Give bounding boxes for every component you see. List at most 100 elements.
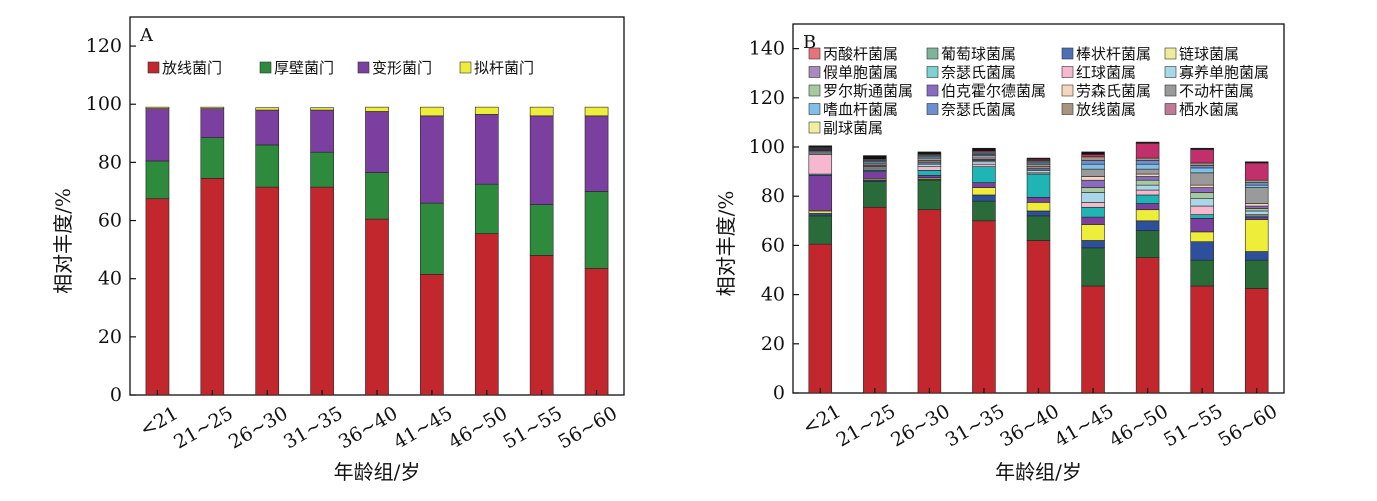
bar-segment: [1135, 173, 1160, 177]
bar-segment: [1135, 176, 1160, 181]
bar-segment: [255, 144, 280, 188]
legend-label: 奈瑟氏菌属: [941, 101, 1016, 119]
bar-segment: [1081, 176, 1105, 181]
bar-segment: [917, 163, 942, 167]
bar-segment: [972, 187, 996, 196]
bar-segment: [1081, 216, 1105, 225]
bar-segment: [1135, 209, 1160, 222]
legend-label: 不动杆菌属: [1179, 82, 1254, 100]
legend-label: 丙酸杆菌属: [823, 45, 898, 63]
legend-swatch: [808, 47, 821, 60]
bar-segment: [1244, 216, 1269, 220]
bar-segment: [1135, 203, 1160, 211]
bar-segment: [529, 106, 554, 117]
bar-segment: [972, 220, 996, 394]
y-tick-label: 100: [86, 93, 122, 115]
x-tick-label: 51~55: [499, 402, 566, 453]
bar-segment: [917, 174, 942, 179]
y-tick-label: 60: [98, 210, 122, 232]
bar-segment: [1026, 240, 1051, 394]
bar-segment: [917, 209, 942, 394]
bar-segment: [917, 157, 942, 161]
bar-segment: [420, 106, 444, 117]
y-axis-label: 相对丰度/%: [51, 188, 75, 294]
bar-segment: [145, 108, 170, 162]
bar-segment: [1026, 163, 1051, 167]
bar-segment: [1190, 198, 1214, 207]
y-tick-label: 100: [749, 136, 785, 158]
bar-segment: [917, 179, 942, 211]
legend-label: 红球菌属: [1076, 64, 1136, 82]
legend-label: 寡养单胞菌属: [1179, 64, 1269, 82]
bar-segment: [1135, 257, 1160, 394]
legend-swatch: [1061, 66, 1074, 78]
panel-label: A: [139, 25, 154, 46]
legend-label: 假单胞菌属: [823, 64, 898, 82]
bar-segment: [1135, 189, 1160, 196]
legend-label: 变形菌门: [372, 59, 432, 77]
y-tick-label: 0: [773, 382, 785, 404]
legend-swatch: [1164, 103, 1177, 115]
bar-segment: [1190, 172, 1214, 186]
bar-segment: [200, 108, 225, 138]
legend-label: 伯克霍尔德菌属: [941, 82, 1046, 100]
bar-segment: [1026, 215, 1051, 241]
bar-segment: [1135, 141, 1160, 144]
bar-segment: [863, 155, 887, 160]
y-tick-label: 80: [761, 185, 785, 207]
bar-segment: [1081, 202, 1105, 208]
legend-swatch: [1164, 66, 1177, 78]
bar-segment: [1244, 187, 1269, 204]
bar-segment: [1244, 184, 1269, 188]
bar-segment: [1135, 230, 1160, 258]
bar-segment: [808, 174, 833, 212]
y-tick-label: 20: [761, 333, 785, 355]
legend-swatch: [459, 61, 472, 74]
bar-segment: [1244, 182, 1269, 186]
bar-segment: [1190, 165, 1214, 169]
bar-segment: [310, 109, 334, 153]
legend-label: 罗尔斯通菌属: [823, 82, 913, 100]
x-tick-label: 56~60: [554, 402, 621, 453]
bar-segment: [145, 198, 170, 396]
y-axis-label: 相对丰度/%: [714, 191, 738, 297]
bar-segment: [1244, 251, 1269, 261]
bar-segment: [1190, 241, 1214, 261]
bar-segment: [420, 202, 444, 275]
legend-swatch: [1164, 84, 1177, 97]
bar-segment: [365, 218, 389, 396]
bar-segment: [808, 213, 833, 217]
y-tick-label: 120: [86, 35, 122, 57]
legend-swatch: [357, 61, 370, 74]
legend-swatch: [259, 61, 272, 74]
bar-segment: [310, 186, 334, 396]
legend-label: 栖水菌属: [1179, 101, 1239, 119]
y-tick-label: 20: [98, 326, 122, 348]
bar-segment: [474, 114, 499, 185]
bar-segment: [1190, 149, 1214, 164]
bar-segment: [474, 183, 499, 234]
bar-segment: [1081, 240, 1105, 249]
bar-segment: [972, 166, 996, 183]
bar-segment: [1190, 162, 1214, 166]
bar-segment: [1190, 187, 1214, 193]
bar-segment: [1244, 162, 1269, 181]
legend-swatch: [808, 121, 821, 134]
bar-segment: [1190, 147, 1214, 150]
bar-segment: [474, 106, 499, 115]
legend-swatch: [926, 84, 939, 97]
bar-segment: [1190, 205, 1214, 215]
bar-segment: [1135, 163, 1160, 170]
legend-label: 厚壁菌门: [274, 59, 334, 77]
bar-segment: [529, 255, 554, 396]
legend-label: 链球菌属: [1179, 45, 1239, 63]
x-tick-label: 26~30: [225, 402, 292, 453]
y-tick-label: 0: [110, 384, 122, 406]
bar-segment: [474, 233, 499, 396]
bar-segment: [1135, 179, 1160, 186]
legend-swatch: [1164, 47, 1177, 60]
bar-segment: [1135, 143, 1160, 159]
bar-segment: [972, 161, 996, 165]
x-tick-label: 31~35: [280, 402, 347, 453]
